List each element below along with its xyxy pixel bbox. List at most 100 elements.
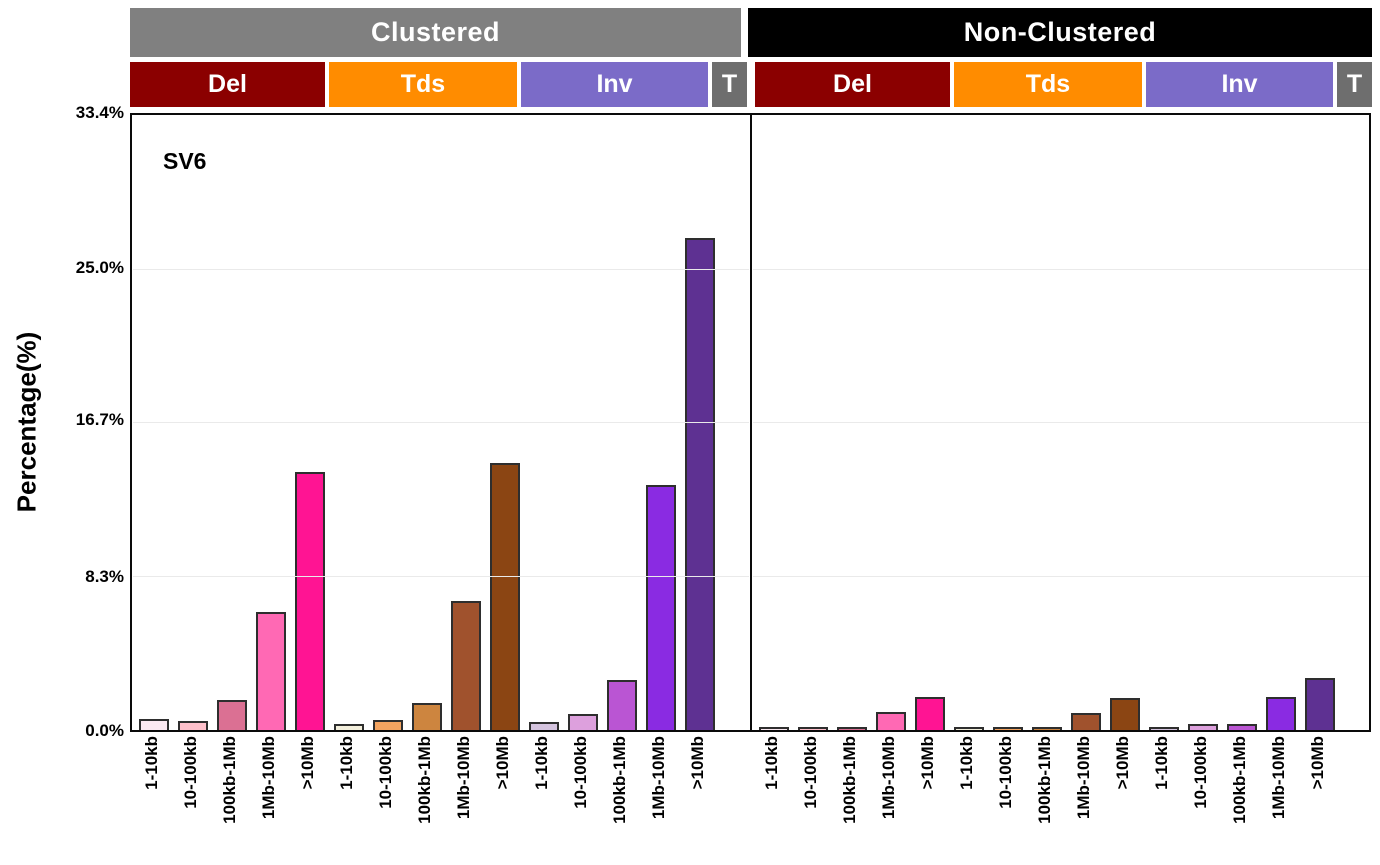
x-label-slot: 1Mb-10Mb [1064,736,1103,862]
bar-del-10-100kb [177,720,208,730]
x-label-slot: 1Mb-10Mb [869,736,908,862]
x-tick-label: 100kb-1Mb [610,736,629,824]
x-tick-label: 100kb-1Mb [415,736,434,824]
x-tick-label: 100kb-1Mb [1230,736,1249,824]
x-label-slot: >10Mb [908,736,947,862]
x-label-slot: 1-10kb [752,736,791,862]
x-label-slot: 100kb-1Mb [1025,736,1064,862]
bar-del->10Mb [294,472,325,730]
header-t-non-clustered: T [1337,62,1372,107]
bar-slot-del [251,115,290,730]
bar-slot-tds [1066,115,1105,730]
y-tick-8.3: 8.3% [85,567,124,586]
bar-slot-tds [1105,115,1144,730]
bar-slot-inv [602,115,641,730]
plot-area: SV6 [130,113,1371,732]
header-t-clustered: T [712,62,747,107]
x-tick-label: 1Mb-10Mb [259,736,278,820]
bar-slot-tds [407,115,446,730]
bar-inv-100kb-1Mb [606,680,637,730]
x-tick-label: 1-10kb [1152,736,1171,790]
x-label-slot: >10Mb [678,736,717,862]
x-label-slot: 1-10kb [132,736,171,862]
x-tick-label: >10Mb [688,736,707,790]
x-tick-label: 1Mb-10Mb [454,736,473,820]
bars-non-clustered [753,115,1369,730]
bar-tds-100kb-1Mb [1031,727,1062,730]
x-label-slot: 100kb-1Mb [830,736,869,862]
x-label-slot: 1Mb-10Mb [1259,736,1298,862]
bar-slot-inv [1183,115,1222,730]
bar-del->10Mb [914,696,945,730]
x-label-slot: 1Mb-10Mb [639,736,678,862]
bars-clustered [133,115,749,730]
bar-inv-1Mb-10Mb [645,485,676,730]
x-label-slot: 100kb-1Mb [600,736,639,862]
x-tick-label: 1-10kb [762,736,781,790]
x-tick-label: 1Mb-10Mb [879,736,898,820]
header-non-clustered: Non-Clustered [748,8,1372,57]
x-tick-label: 1Mb-10Mb [1269,736,1288,820]
x-tick-label: 10-100kb [801,736,820,809]
bar-slot-del [290,115,329,730]
x-label-slot: 100kb-1Mb [1220,736,1259,862]
x-labels-non-clustered: 1-10kb 10-100kb 100kb-1Mb 1Mb-10Mb >10Mb 1-10… [751,736,1368,862]
bar-slot-inv [563,115,602,730]
bar-del-10-100kb [797,727,828,730]
x-tick-label: 10-100kb [376,736,395,809]
x-label-slot [1337,736,1367,862]
header-clustered-label: Clustered [370,17,501,47]
bar-tds-10-100kb [372,719,403,730]
bar-inv-1-10kb [1148,727,1179,730]
x-label-slot: 1-10kb [327,736,366,862]
bar-slot-inv [680,115,719,730]
bar-inv-1Mb-10Mb [1265,696,1296,730]
x-tick-label: 10-100kb [571,736,590,809]
bar-inv->10Mb [1304,677,1335,730]
bar-del-1-10kb [138,718,169,730]
x-label-slot: 1Mb-10Mb [444,736,483,862]
bar-slot-tds [949,115,988,730]
x-label-slot: 10-100kb [791,736,830,862]
gridline [753,268,1369,270]
y-tick-16.7: 16.7% [75,410,124,429]
bar-slot-del [871,115,910,730]
bar-tds-10-100kb [992,727,1023,730]
bar-tds-1-10kb [953,727,984,730]
header-t-label: T [721,70,738,98]
x-tick-label: >10Mb [918,736,937,790]
x-label-slot: 1-10kb [947,736,986,862]
y-tick-0.0: 0.0% [85,721,124,740]
x-label-slot: 10-100kb [986,736,1025,862]
panel-divider [750,115,752,730]
x-label-slot: >10Mb [1298,736,1337,862]
header-clustered: Clustered [130,8,741,57]
header-del-clustered: Del [130,62,325,107]
bar-slot-t [719,115,749,730]
header-t-label: T [1346,70,1363,98]
header-inv-non-clustered: Inv [1146,62,1333,107]
header-inv-label: Inv [1221,70,1258,98]
bar-slot-tds [329,115,368,730]
bar-del-1Mb-10Mb [255,612,286,730]
x-tick-label: 1Mb-10Mb [1074,736,1093,820]
x-label-slot [717,736,747,862]
x-tick-label: 100kb-1Mb [1035,736,1054,824]
bar-slot-inv [1144,115,1183,730]
bar-inv-100kb-1Mb [1226,724,1257,730]
bar-slot-tds [1027,115,1066,730]
bar-slot-tds [368,115,407,730]
header-tds-non-clustered: Tds [954,62,1142,107]
x-label-slot: 100kb-1Mb [405,736,444,862]
bar-slot-del [832,115,871,730]
bar-slot-del [754,115,793,730]
x-tick-label: 100kb-1Mb [840,736,859,824]
x-label-slot: 10-100kb [1181,736,1220,862]
header-del-label: Del [208,70,247,98]
x-tick-label: 10-100kb [996,736,1015,809]
header-tds-label: Tds [400,70,446,98]
header-inv-label: Inv [596,70,633,98]
x-label-slot: 10-100kb [366,736,405,862]
gridline [753,421,1369,423]
